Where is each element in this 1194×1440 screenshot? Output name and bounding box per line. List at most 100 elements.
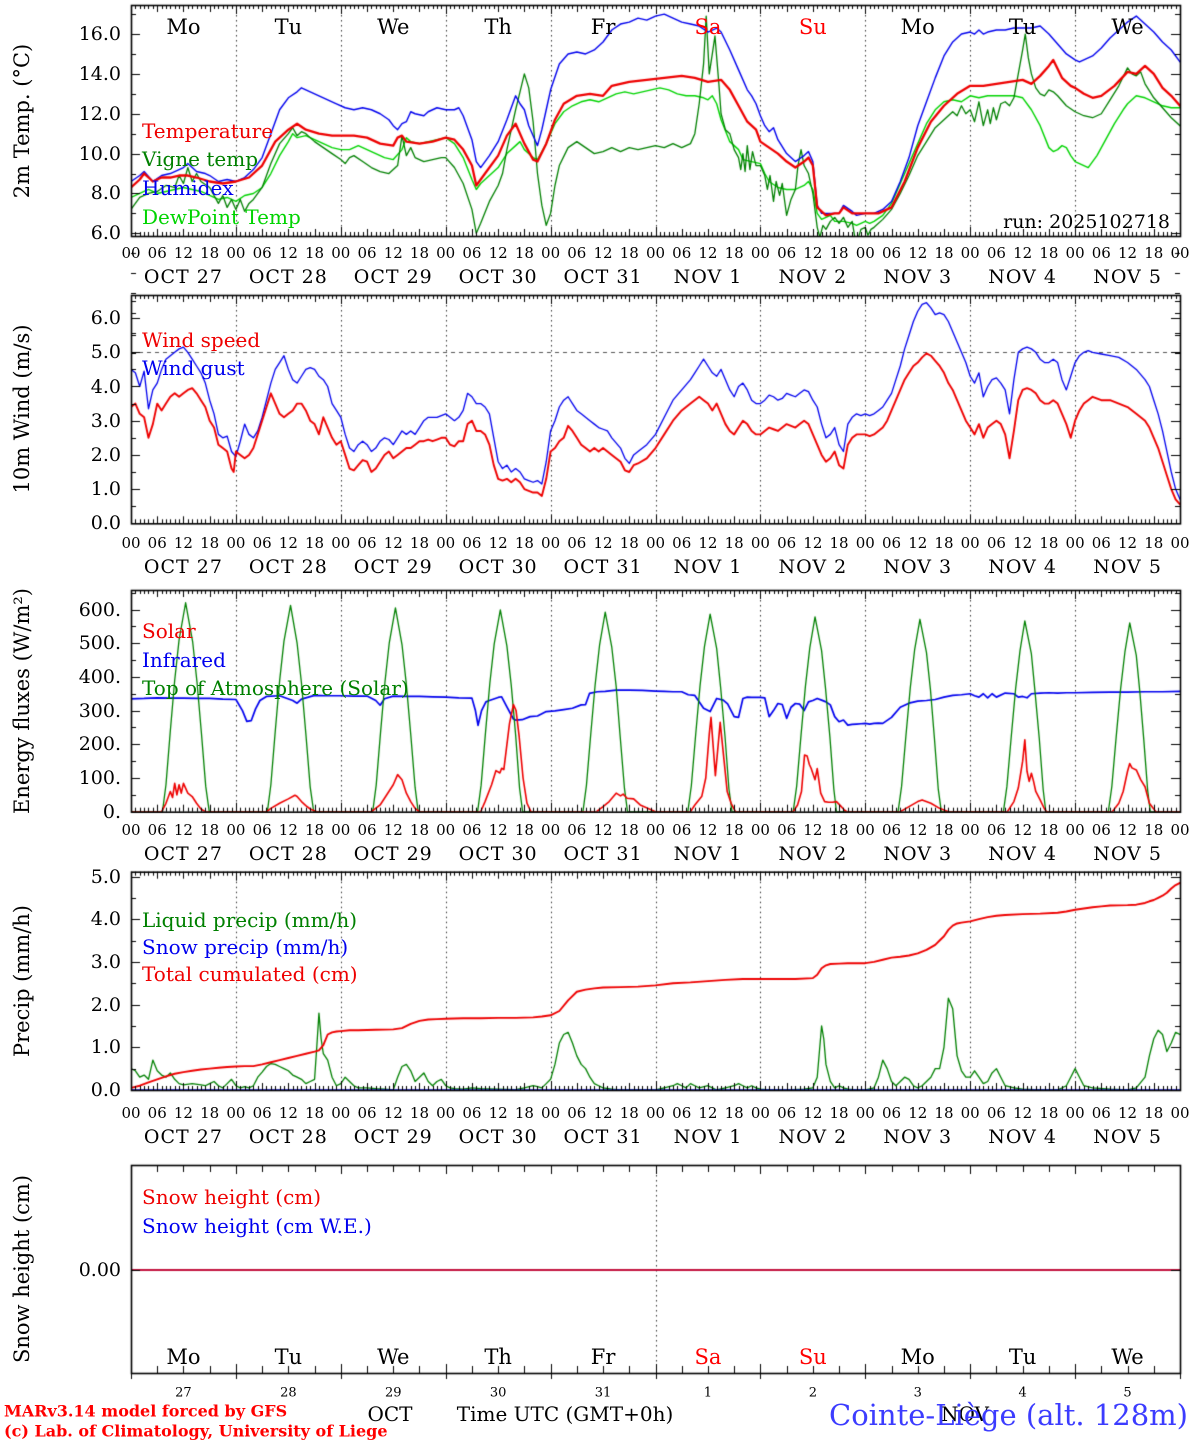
y-tick-label: 2.0 <box>90 443 121 466</box>
day-number-label: 30 <box>489 1385 507 1401</box>
day-of-week-label: We <box>377 15 410 39</box>
day-of-week-label: We <box>1111 15 1144 39</box>
hour-label: 12 <box>698 244 718 262</box>
date-label: NOV 2 <box>778 266 848 288</box>
y-tick-label: 16.0 <box>78 23 121 46</box>
y-tick-label: 500. <box>78 632 121 655</box>
hour-label: 00 <box>960 821 980 839</box>
hour-label: 18 <box>514 534 534 552</box>
day-of-week-label: Fr <box>590 15 616 39</box>
y-tick-label: 10.0 <box>78 142 121 165</box>
hour-label: 06 <box>252 1104 272 1122</box>
hour-label: 12 <box>908 1104 928 1122</box>
day-number-label: 28 <box>280 1385 297 1401</box>
hour-label: 18 <box>619 244 639 262</box>
day-of-week-label: Fr <box>590 1345 616 1369</box>
hour-label: 06 <box>252 821 272 839</box>
day-of-week-label: Tu <box>274 1345 303 1369</box>
hour-label: 06 <box>147 534 167 552</box>
hour-label: 12 <box>488 244 508 262</box>
legend-humidex: Humidex <box>142 176 234 200</box>
hour-label: 12 <box>803 534 823 552</box>
hour-label: 06 <box>672 534 692 552</box>
hour-label: 06 <box>777 534 797 552</box>
day-of-week-label: We <box>1111 1345 1144 1369</box>
date-label: NOV 4 <box>988 266 1057 288</box>
hour-label: 18 <box>724 1104 744 1122</box>
day-of-week-label: Mo <box>166 15 201 39</box>
hour-label: 18 <box>934 244 954 262</box>
y-tick-label: 0.0 <box>90 1079 121 1101</box>
hour-label: 18 <box>619 821 639 839</box>
date-label: NOV 5 <box>1093 1126 1162 1148</box>
day-number-label: 3 <box>913 1385 922 1401</box>
hour-label: 06 <box>1091 534 1111 552</box>
hour-label: 00 <box>436 1104 456 1122</box>
hour-label: 18 <box>200 1104 220 1122</box>
hour-label: 06 <box>567 534 587 552</box>
y-tick-label: 12.0 <box>78 102 121 125</box>
legend-toa: Top of Atmosphere (Solar) <box>142 676 409 700</box>
legend-vigne-temp: Vigne temp <box>142 147 259 171</box>
hour-label: 06 <box>777 1104 797 1122</box>
y-axis-title-snow: Snow height (cm) <box>10 1174 34 1364</box>
hour-label: 00 <box>436 821 456 839</box>
hour-label: 18 <box>1144 244 1164 262</box>
hour-label: 12 <box>173 1104 193 1122</box>
date-label: NOV 5 <box>1093 556 1162 578</box>
month-label-nov: NOV <box>941 1402 989 1426</box>
hour-label: 18 <box>1039 1104 1059 1122</box>
hour-label: 18 <box>724 821 744 839</box>
date-label: NOV 4 <box>988 843 1057 865</box>
date-label: OCT 31 <box>563 556 643 578</box>
hour-label: 12 <box>383 821 403 839</box>
hour-label: 18 <box>305 244 325 262</box>
hour-label: 18 <box>934 534 954 552</box>
hour-label: 18 <box>409 1104 430 1122</box>
hour-label: 00 <box>1170 244 1190 262</box>
hour-label: 06 <box>252 244 272 262</box>
hour-label: 06 <box>1091 1104 1111 1122</box>
date-label: NOV 1 <box>673 556 743 578</box>
hour-label: 18 <box>724 534 744 552</box>
hour-label: 00 <box>226 821 246 839</box>
hour-label: 12 <box>173 534 193 552</box>
hour-label: 06 <box>462 244 482 262</box>
date-label: OCT 27 <box>143 556 223 578</box>
hour-label: 12 <box>698 821 718 839</box>
legend-snow-height: Snow height (cm) <box>142 1185 322 1209</box>
y-tick-label: 4.0 <box>90 908 121 931</box>
hour-label: 06 <box>881 244 902 262</box>
hour-label: 06 <box>567 1104 587 1122</box>
hour-label: 12 <box>908 244 928 262</box>
hour-label: 00 <box>331 1104 351 1122</box>
day-number-label: 29 <box>384 1385 402 1401</box>
hour-label: 12 <box>593 821 613 839</box>
hour-label: 18 <box>1039 534 1059 552</box>
hour-label: 12 <box>1118 1104 1138 1122</box>
date-label: OCT 30 <box>458 843 538 865</box>
hour-label: 18 <box>1039 821 1059 839</box>
hour-label: 18 <box>200 244 220 262</box>
hour-label: 18 <box>829 534 849 552</box>
day-of-week-label: Th <box>484 15 512 39</box>
hour-label: 00 <box>855 821 875 839</box>
legend-temperature: Temperature <box>142 119 274 143</box>
date-label: OCT 30 <box>458 556 538 578</box>
hour-label: 06 <box>986 534 1006 552</box>
hour-label: 12 <box>698 1104 718 1122</box>
hour-label: 12 <box>803 244 823 262</box>
hour-label: 18 <box>1144 534 1164 552</box>
day-of-week-label: Tu <box>1008 15 1037 39</box>
hour-label: 12 <box>278 1104 298 1122</box>
y-tick-label: 5.0 <box>90 341 121 364</box>
y-tick-label: 100. <box>78 767 121 789</box>
date-label: OCT 31 <box>563 1126 643 1148</box>
hour-label: 18 <box>305 821 325 839</box>
day-number-label: 27 <box>175 1385 192 1401</box>
day-number-label: 1 <box>703 1385 713 1401</box>
footer-model-line: MARv3.14 model forced by GFS <box>4 1401 288 1421</box>
hour-label: 06 <box>881 1104 902 1122</box>
hour-label: 00 <box>436 244 456 262</box>
